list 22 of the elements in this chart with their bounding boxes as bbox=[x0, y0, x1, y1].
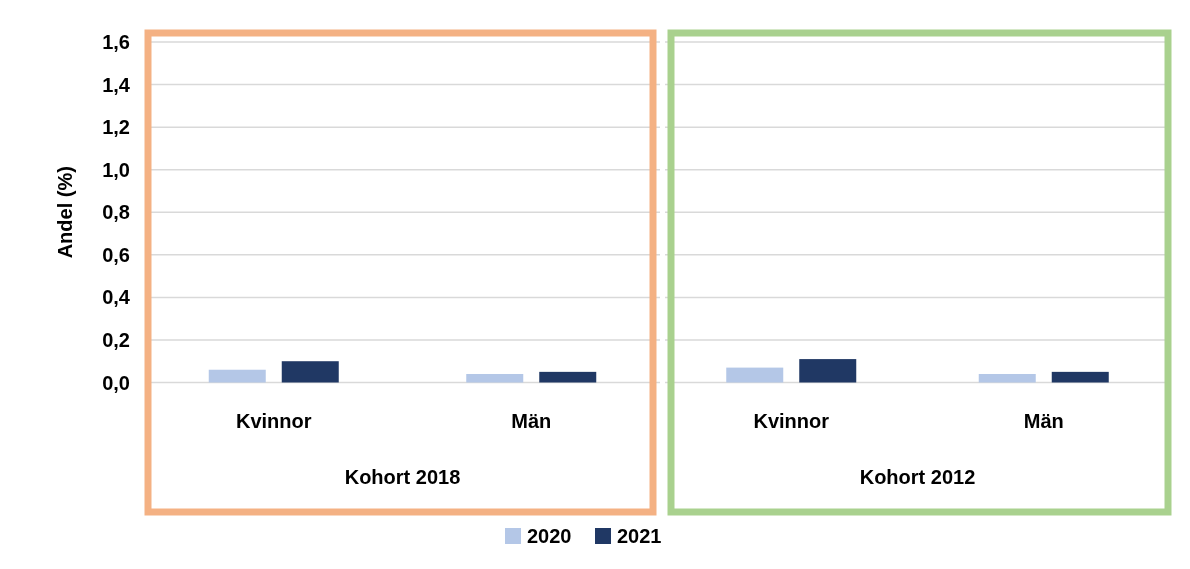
x-tick-label: Kvinnor bbox=[753, 410, 830, 432]
legend-label: 2021 bbox=[617, 525, 662, 547]
y-tick-label: 1,0 bbox=[102, 158, 130, 181]
y-tick-label: 0,0 bbox=[102, 371, 130, 394]
y-tick-label: 0,8 bbox=[102, 201, 130, 224]
x-axis-title: Kohort 2012 bbox=[859, 466, 976, 488]
y-tick-label: 1,6 bbox=[102, 31, 130, 53]
bar bbox=[1051, 371, 1109, 383]
y-tick-label: 0,2 bbox=[102, 328, 130, 351]
legend-label: 2020 bbox=[527, 525, 572, 547]
x-axis-title: Kohort 2018 bbox=[344, 466, 461, 488]
x-tick-label: Kvinnor bbox=[235, 410, 312, 432]
y-tick-label: 1,2 bbox=[102, 116, 130, 139]
y-axis-title: Andel (%) bbox=[54, 166, 76, 259]
bar bbox=[726, 367, 784, 383]
bar bbox=[799, 359, 857, 383]
y-tick-label: 0,4 bbox=[102, 286, 131, 309]
x-tick-label: Män bbox=[511, 410, 552, 432]
bar bbox=[978, 373, 1036, 383]
x-tick-label: Män bbox=[1023, 410, 1064, 432]
y-tick-label: 0,6 bbox=[102, 243, 130, 266]
y-tick-label: 1,4 bbox=[102, 73, 131, 96]
